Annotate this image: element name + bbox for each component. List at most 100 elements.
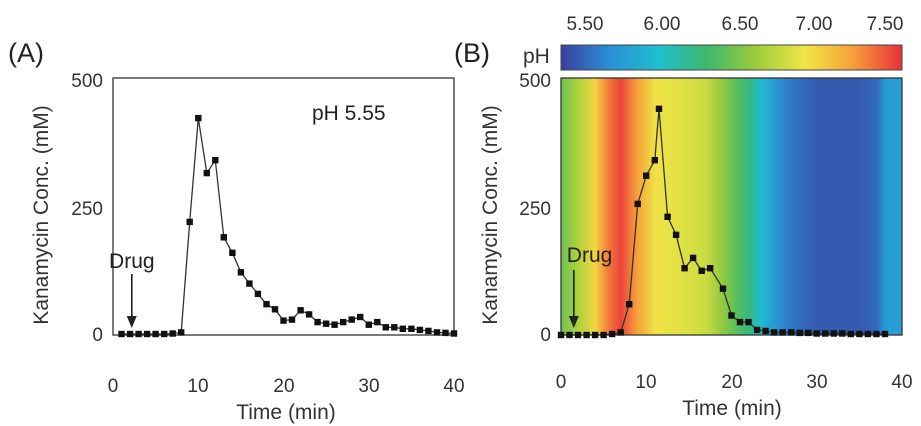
- panel-b-plot-frame: [560, 77, 903, 336]
- panel-b-data-point: [557, 331, 565, 339]
- panel-b-data-point: [779, 329, 786, 336]
- panel-b-data-point: [634, 200, 641, 208]
- panel-a-data-point: [442, 329, 449, 337]
- panel-a-x-tick-0: 0: [108, 376, 119, 397]
- panel-b-data-point: [643, 172, 650, 179]
- panel-b-data-point: [762, 327, 769, 335]
- panel-a-x-tick-10: 10: [187, 376, 208, 397]
- panel-a-data-point: [143, 330, 151, 338]
- panel-a-data-point: [271, 306, 279, 313]
- ph-colorbar: [560, 44, 903, 71]
- panel-b-data-point: [856, 330, 863, 338]
- panel-a-data-point: [374, 318, 381, 326]
- panel-a-data-point: [365, 321, 372, 328]
- panel-a-data-point: [305, 311, 313, 318]
- panel-b-data-point: [574, 331, 582, 339]
- panel-b-data-point: [608, 330, 616, 338]
- panel-a-data-point: [152, 330, 159, 338]
- panel-b-data-point: [788, 329, 795, 336]
- panel-b-data-point: [591, 331, 599, 339]
- panel-b-y-tick-labels: 0 250 500: [519, 71, 551, 346]
- panel-a-drug-arrow-head: [126, 316, 137, 328]
- panel-a-data-point: [178, 329, 185, 336]
- panel-a-data-point: [126, 330, 134, 338]
- panel-a-data-point: [229, 249, 236, 256]
- panel-b-data-point: [728, 312, 735, 319]
- ph-colorbar-tick-6-00: 6.00: [644, 14, 681, 35]
- panel-a: (A) 0 250 500 0 10 20 30 40 Time (min) K…: [8, 38, 465, 424]
- panel-b-y-tick-0: 0: [540, 325, 551, 346]
- panel-b-data-point: [753, 326, 761, 334]
- panel-b-data-point: [689, 254, 697, 262]
- panel-a-data-point: [331, 321, 338, 328]
- panel-b-x-tick-30: 30: [806, 372, 827, 393]
- panel-b-y-axis-label: Kanamycin Conc. (mM): [479, 105, 502, 324]
- panel-a-data-point: [322, 320, 330, 327]
- panel-b-data-point: [830, 330, 837, 337]
- panel-a-drug-label: Drug: [109, 250, 155, 273]
- panel-a-data-point: [391, 324, 398, 331]
- ph-colorbar-tick-7-50: 7.50: [867, 14, 904, 35]
- panel-a-series-line: [121, 118, 455, 335]
- panel-b-ph-background: [561, 78, 902, 335]
- panel-a-data-point: [203, 169, 210, 177]
- panel-a-data-point: [416, 326, 424, 334]
- panel-a-data-point: [399, 325, 406, 332]
- panel-b-data-point: [839, 330, 846, 337]
- panel-a-label: (A): [8, 38, 44, 68]
- panel-a-plot-frame: [112, 77, 455, 336]
- panel-a-data-point: [118, 330, 125, 338]
- panel-a-data-point: [357, 313, 364, 321]
- panel-b-data-point: [873, 330, 880, 338]
- panel-a-data-point: [186, 218, 193, 226]
- panel-a-y-tick-0: 0: [92, 325, 103, 346]
- panel-a-data-point: [340, 318, 347, 326]
- panel-b-data-point: [681, 265, 688, 272]
- panel-b-label: (B): [454, 38, 490, 68]
- panel-a-data-point: [161, 330, 168, 338]
- panel-a-y-tick-labels: 0 250 500: [71, 71, 103, 346]
- panel-a-data-point: [212, 157, 219, 164]
- panel-a-data-point: [288, 316, 296, 323]
- panel-b-drug-arrow-head: [568, 316, 579, 328]
- panel-a-drug-marker: Drug: [109, 250, 155, 328]
- panel-b-data-point: [617, 329, 624, 336]
- panel-b-data-point: [698, 267, 705, 274]
- panel-b-data-point: [655, 105, 663, 112]
- panel-a-x-tick-30: 30: [358, 376, 379, 397]
- ph-colorbar-ticks: 5.50 6.00 6.50 7.00 7.50: [567, 14, 904, 35]
- panel-b-data-point: [600, 331, 607, 339]
- panel-a-data-point: [433, 329, 441, 336]
- panel-a-data-point: [382, 324, 389, 331]
- panel-b-x-tick-10: 10: [635, 372, 656, 393]
- panel-b-data-point: [847, 330, 854, 338]
- panel-a-y-tick-250: 250: [71, 199, 103, 220]
- panel-b-data-point: [881, 330, 889, 338]
- panel-b-data-point: [864, 330, 872, 338]
- panel-a-data-point: [237, 269, 245, 276]
- ph-colorbar-tick-6-50: 6.50: [722, 14, 759, 35]
- panel-a-x-tick-40: 40: [443, 376, 464, 397]
- panel-b-x-tick-40: 40: [891, 372, 912, 393]
- panel-a-data-point: [425, 327, 432, 335]
- panel-a-data-point: [314, 318, 321, 326]
- panel-b-data-point: [626, 301, 633, 308]
- panel-a-x-axis-label: Time (min): [236, 401, 336, 424]
- panel-a-series: [118, 114, 458, 338]
- panel-b-x-tick-labels: 0 10 20 30 40: [556, 372, 913, 393]
- panel-a-data-point: [254, 290, 262, 298]
- panel-b-data-point: [566, 331, 573, 339]
- panel-b: (B) pH 5.50 6.00 6.50 7.00 7.50 0 250 50…: [454, 14, 913, 420]
- panel-b-series: [557, 105, 889, 339]
- panel-a-data-point: [135, 330, 142, 338]
- panel-a-data-point: [263, 301, 270, 308]
- panel-a-data-point: [280, 317, 287, 324]
- panel-a-data-point: [297, 307, 304, 314]
- panel-a-x-tick-20: 20: [273, 376, 294, 397]
- panel-b-drug-marker: Drug: [567, 244, 612, 328]
- panel-a-x-tick-labels: 0 10 20 30 40: [108, 376, 465, 397]
- panel-b-data-point: [813, 330, 820, 337]
- panel-b-data-point: [796, 329, 803, 337]
- ph-colorbar-label: pH: [523, 45, 550, 68]
- panel-a-data-point: [408, 325, 415, 332]
